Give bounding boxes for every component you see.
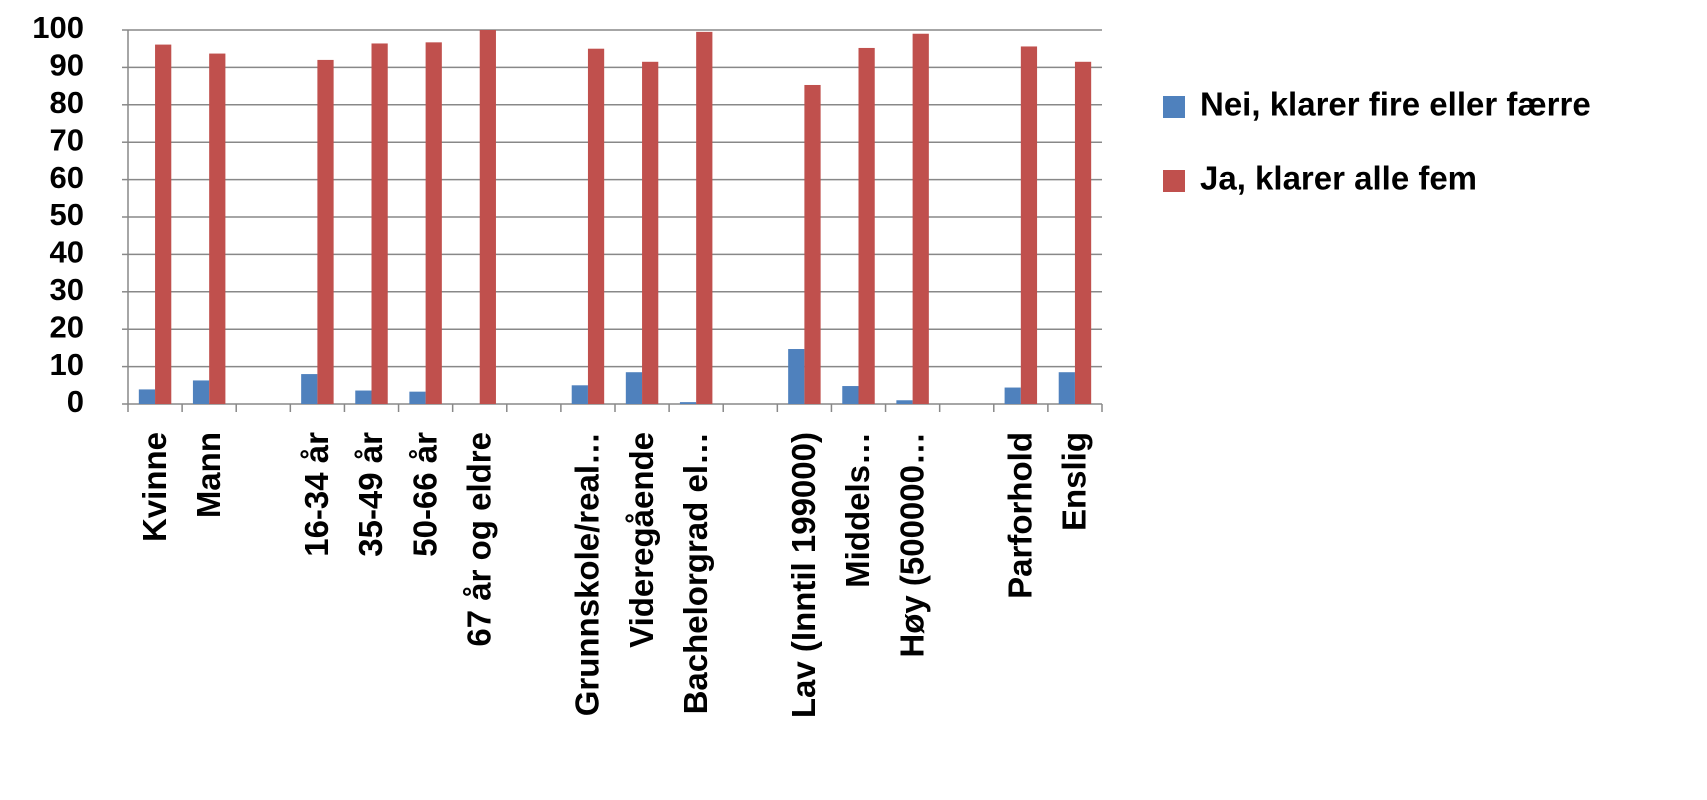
- bar: [571, 385, 588, 404]
- bar: [696, 31, 713, 405]
- x-tick-label: Enslig: [1056, 432, 1093, 531]
- bar: [587, 48, 605, 404]
- y-tick-label: 90: [50, 48, 84, 83]
- y-tick-label: 70: [50, 122, 84, 157]
- bar: [896, 400, 913, 404]
- x-tick-label: Parforhold: [1002, 432, 1039, 599]
- bar: [425, 42, 442, 404]
- x-tick-label: 67 år og eldre: [460, 432, 497, 647]
- bar: [912, 33, 929, 405]
- bar: [625, 372, 643, 404]
- bar: [1020, 46, 1038, 405]
- x-tick-label: Kvinne: [136, 432, 173, 542]
- legend-label: Nei, klarer fire eller færre: [1200, 86, 1591, 123]
- y-tick-label: 30: [50, 272, 84, 307]
- bar: [409, 391, 426, 404]
- y-tick-label: 20: [50, 309, 84, 344]
- bar: [192, 380, 210, 404]
- x-tick-label: Bachelorgrad el…: [677, 432, 714, 714]
- x-tick-label: Grunnskole/real…: [569, 432, 606, 716]
- y-tick-label: 80: [50, 85, 84, 120]
- y-tick-label: 50: [50, 197, 84, 232]
- x-tick-label: 50-66 år: [406, 432, 443, 557]
- y-tick-label: 40: [50, 235, 84, 270]
- bar: [209, 53, 226, 404]
- bar: [371, 43, 388, 405]
- y-tick-label: 10: [50, 347, 84, 382]
- legend-swatch: [1163, 96, 1185, 118]
- bar: [1058, 372, 1075, 404]
- legend-swatch: [1163, 170, 1185, 192]
- bar: [301, 374, 318, 404]
- x-tick-label: Mann: [190, 432, 227, 518]
- bar: [788, 349, 805, 404]
- bar: [858, 47, 875, 405]
- x-tick-label: Lav (Inntil 199000): [785, 432, 822, 718]
- y-tick-label: 60: [50, 160, 84, 195]
- bar: [1074, 61, 1092, 404]
- bar: [317, 59, 334, 405]
- bar: [804, 84, 821, 404]
- x-tick-label: 16-34 år: [298, 432, 335, 557]
- bar: [1004, 387, 1021, 404]
- bar: [842, 386, 859, 404]
- bar: [642, 61, 659, 404]
- bar: [155, 44, 172, 404]
- y-tick-label: 100: [32, 10, 84, 45]
- x-tick-label: Videregående: [623, 432, 660, 648]
- bar: [138, 389, 156, 404]
- y-tick-label: 0: [67, 384, 84, 419]
- bar: [479, 30, 496, 404]
- legend-label: Ja, klarer alle fem: [1200, 160, 1477, 197]
- bar: [679, 402, 697, 404]
- x-tick-label: 35-49 år: [352, 432, 389, 557]
- x-tick-label: Høy (500000…: [893, 432, 930, 658]
- x-tick-label: Middels…: [839, 432, 876, 588]
- bar: [355, 390, 372, 404]
